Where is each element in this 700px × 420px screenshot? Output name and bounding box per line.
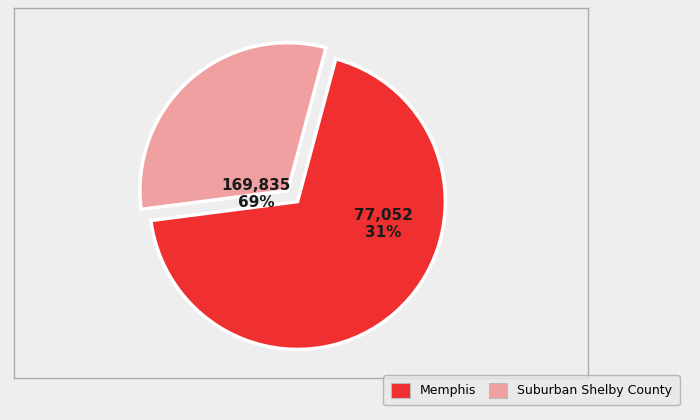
Text: 77,052
31%: 77,052 31% [354,207,413,240]
Legend: Memphis, Suburban Shelby County: Memphis, Suburban Shelby County [384,375,680,405]
Text: 169,835
69%: 169,835 69% [221,178,290,210]
Wedge shape [151,59,445,349]
Wedge shape [140,43,326,210]
